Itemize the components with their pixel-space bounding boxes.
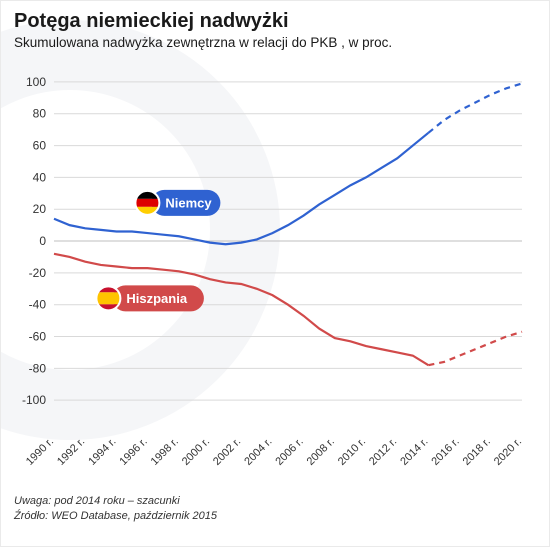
x-axis-label: 2018 r. [461,436,493,468]
y-axis-label: -60 [29,330,47,344]
x-axis-tick: 1996 r. [117,436,149,468]
x-axis-label: 2006 r. [273,436,305,468]
x-axis-label: 2016 r. [429,436,461,468]
x-axis-tick: 2020 r. [492,436,524,468]
y-axis-label: -20 [29,266,47,280]
x-axis-label: 2000 r. [180,436,212,468]
x-axis-tick: 2016 r. [429,436,461,468]
x-axis-tick: 2006 r. [273,436,305,468]
x-axis-label: 1998 r. [149,436,181,468]
x-axis-label: 2020 r. [492,436,524,468]
chart-footer: Uwaga: pod 2014 roku – szacunki Źródło: … [0,488,550,532]
y-axis-label: 60 [33,139,47,153]
source-line: Źródło: WEO Database, październik 2015 [14,509,536,524]
y-axis-label: 20 [33,202,47,216]
legend-spain: Hiszpania [96,285,203,311]
chart-area: -100 -80 -60 -40 -20 0 20 40 60 80 100 1990 r.1992 … [0,54,550,488]
y-axis-label: 80 [33,107,47,121]
x-axis-tick: 1998 r. [149,436,181,468]
x-axis-label: 1992 r. [55,436,87,468]
x-axis-label: 2008 r. [305,436,337,468]
y-axis-label: 100 [26,75,46,89]
x-axis-tick: 2010 r. [336,436,368,468]
x-axis-tick: 2004 r. [242,436,274,468]
y-axis-label: 0 [39,234,46,248]
x-axis-tick: 2018 r. [461,436,493,468]
legend-germany: Niemcy [135,190,220,216]
x-axis-label: 1994 r. [86,436,118,468]
x-axis-label: 1990 r. [24,436,56,468]
x-axis-tick: 1990 r. [24,436,56,468]
x-axis-label: 2014 r. [398,436,430,468]
x-axis-tick: 2002 r. [211,436,243,468]
chart-header: Potęga niemieckiej nadwyżki Skumulowana … [0,0,550,54]
x-axis-label: 2004 r. [242,436,274,468]
x-axis-label: 1996 r. [117,436,149,468]
chart-title: Potęga niemieckiej nadwyżki [14,10,536,33]
x-axis-tick: 2012 r. [367,436,399,468]
x-axis-tick: 1992 r. [55,436,87,468]
x-axis-label: 2010 r. [336,436,368,468]
x-axis-tick: 2008 r. [305,436,337,468]
x-axis-label: 2002 r. [211,436,243,468]
series-germany-dashed [428,84,522,133]
x-axis-tick: 2014 r. [398,436,430,468]
footnote: Uwaga: pod 2014 roku – szacunki [14,494,536,509]
x-axis-tick: 2000 r. [180,436,212,468]
series-germany-solid [54,133,428,244]
y-axis-label: 40 [33,170,47,184]
chart-subtitle: Skumulowana nadwyżka zewnętrzna w relacj… [14,35,536,50]
x-axis-tick: 1994 r. [86,436,118,468]
legend-label: Niemcy [165,195,212,210]
x-axis-label: 2012 r. [367,436,399,468]
legend-label: Hiszpania [126,291,187,306]
line-chart: -100 -80 -60 -40 -20 0 20 40 60 80 100 1990 r.1992 … [4,58,540,488]
y-axis-label: -40 [29,298,47,312]
y-axis-label: -80 [29,361,47,375]
y-axis-label: -100 [22,393,46,407]
